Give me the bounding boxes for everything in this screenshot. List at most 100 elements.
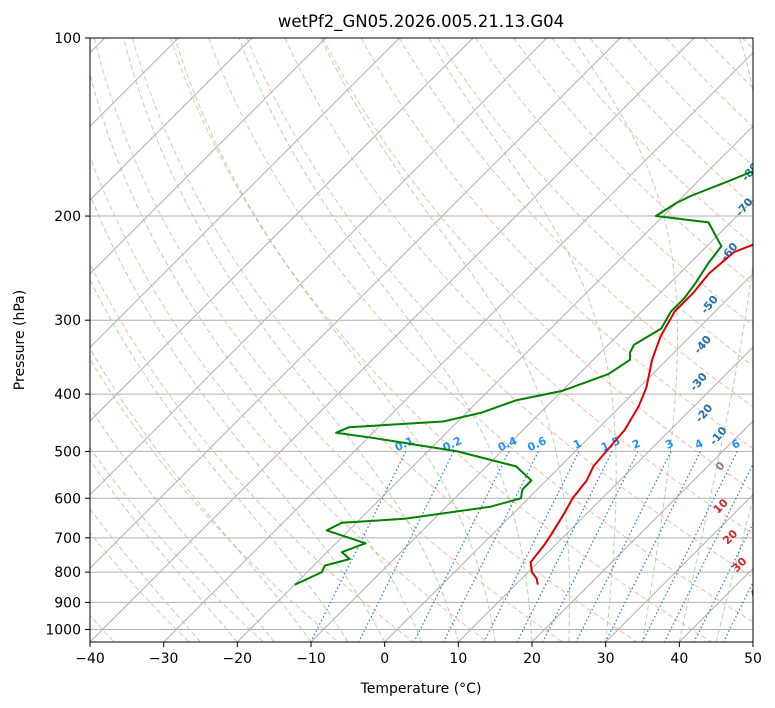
label-layer: 0.10.20.40.611.52346810131620253036-100-… (393, 72, 775, 601)
y-tick-label: 600 (54, 491, 81, 507)
y-axis-label: Pressure (hPa) (12, 290, 28, 390)
moist-adiabat (90, 459, 238, 642)
moist-adiabat (428, 38, 617, 642)
mixing-ratio-line (575, 451, 672, 642)
mixing-ratio-label: 6 (730, 437, 743, 452)
moist-adiabat (238, 38, 533, 642)
dry-adiabat-label: -50 (698, 293, 721, 317)
isotherm-line (457, 346, 753, 642)
mixing-ratio-line (693, 522, 753, 642)
dry-adiabat (665, 38, 753, 128)
dry-adiabat (170, 38, 712, 642)
isotherm-line (678, 567, 753, 642)
isotherm-line (90, 38, 253, 201)
plot-frame (89, 37, 754, 643)
mixing-ratio-label: 3 (663, 437, 675, 452)
x-tick-label: 40 (670, 651, 688, 667)
dewpoint-profile (294, 170, 753, 586)
isotherm-line (90, 38, 621, 570)
dry-adiabat-label: -90 (750, 119, 773, 143)
mixing-ratio-line (604, 451, 702, 642)
y-tick-label: 500 (54, 444, 81, 460)
dry-adiabat (90, 358, 339, 642)
x-tick-label: −30 (149, 651, 179, 667)
mixing-ratio-line (542, 451, 639, 642)
x-tick-label: −20 (223, 651, 253, 667)
moist-adiabat (90, 278, 349, 642)
mixing-ratio-line (310, 451, 407, 642)
adiabat-layer (90, 38, 753, 642)
mixing-ratio-line (641, 451, 738, 642)
dry-adiabat-label: -100 (770, 72, 775, 102)
isotherm-line (236, 125, 753, 642)
x-tick-label: 20 (523, 651, 541, 667)
isotherm-line (90, 38, 400, 349)
x-tick-label: 0 (380, 651, 389, 667)
dry-adiabat (703, 38, 753, 89)
isotherm-line (531, 420, 753, 642)
moist-adiabat (123, 38, 459, 642)
dry-adiabat-label: -10 (707, 424, 730, 448)
series-layer (294, 170, 753, 586)
moist-adiabat (715, 497, 753, 642)
y-tick-label: 900 (54, 595, 81, 611)
dry-adiabat (246, 38, 753, 578)
x-tick-label: −10 (296, 651, 326, 667)
x-axis-label: Temperature (°C) (360, 681, 482, 697)
dry-adiabat (90, 446, 264, 642)
dry-adiabat (284, 38, 753, 535)
x-tick-label: −40 (75, 651, 105, 667)
y-axis: 100 200 300 400 500 600 700 800 900 1000 (45, 31, 90, 638)
dry-adiabat (131, 38, 638, 642)
mixing-ratio-label: 8 (752, 437, 764, 452)
mixing-ratio-line (752, 640, 753, 642)
isotherm-line (90, 38, 695, 642)
moist-adiabat (678, 38, 753, 642)
moist-adiabat (174, 38, 496, 642)
isotherm-line (384, 272, 753, 642)
y-tick-label: 300 (54, 313, 81, 329)
x-tick-label: 50 (744, 651, 762, 667)
mixing-ratio-line (413, 451, 510, 642)
dry-adiabat-label: -20 (693, 401, 716, 425)
dry-adiabat (90, 262, 414, 642)
moist-adiabat (90, 72, 422, 642)
mixing-ratio-label: 2 (630, 437, 642, 452)
isotherm-line (605, 493, 753, 642)
dry-adiabat (513, 38, 753, 286)
mixing-ratio-line (483, 451, 580, 642)
dry-adiabat (589, 38, 753, 206)
dry-adiabat (322, 38, 753, 492)
moist-adiabat-label: 0 (713, 459, 728, 474)
mixing-ratio-line (516, 451, 613, 642)
dry-adiabat (360, 38, 753, 450)
moist-adiabat-label: 40 (747, 581, 767, 601)
isotherm-line (163, 51, 753, 642)
dry-adiabat (90, 531, 190, 642)
mixing-ratio-line (442, 451, 539, 642)
mixing-ratio-line (722, 581, 753, 642)
moist-adiabat (90, 406, 275, 642)
dry-adiabat (90, 155, 488, 642)
moist-adiabat (320, 38, 570, 642)
mixing-ratio-line (663, 462, 753, 642)
y-tick-label: 1000 (45, 622, 81, 638)
dry-adiabat (398, 38, 753, 408)
isotherm-line (90, 38, 548, 496)
chart-title: wetPf2_GN05.2026.005.21.13.G04 (278, 12, 564, 32)
isotherm-line (90, 38, 474, 422)
y-tick-label: 700 (54, 531, 81, 547)
y-tick-label: 200 (54, 209, 81, 225)
dry-adiabat (93, 38, 563, 642)
dry-adiabat (627, 38, 753, 167)
dry-adiabat (475, 38, 753, 326)
moist-adiabat (90, 347, 312, 642)
y-tick-label: 800 (54, 565, 81, 581)
dry-adiabat (551, 38, 753, 246)
mixing-ratio-label: 4 (693, 437, 706, 452)
x-tick-label: 10 (449, 651, 467, 667)
dry-adiabat (208, 38, 753, 623)
isotherm-line (752, 641, 753, 642)
mixing-ratio-line (358, 451, 455, 642)
